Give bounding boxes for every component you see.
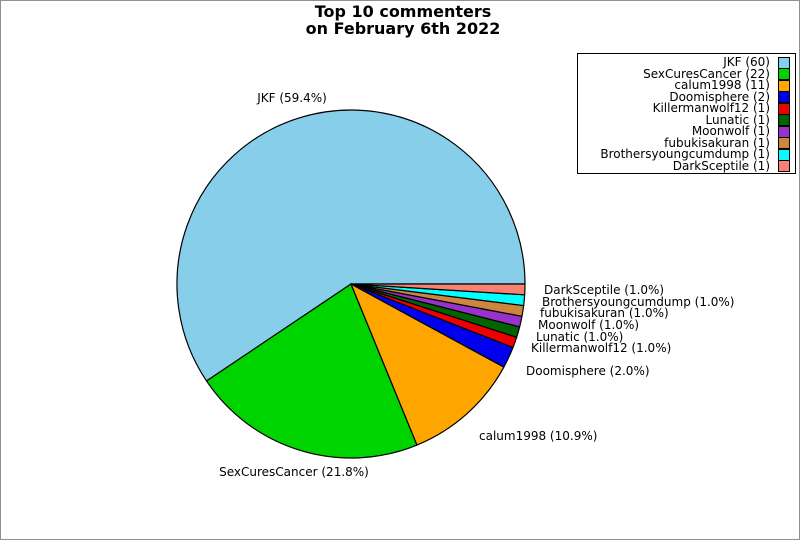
legend-label: Moonwolf (1) (691, 124, 770, 138)
legend-label: fubukisakuran (1) (664, 135, 770, 150)
legend-label: Doomisphere (2) (669, 89, 770, 104)
legend-label: JKF (60) (723, 55, 770, 69)
legend-label: DarkSceptile (1) (672, 158, 770, 173)
chart-title: Top 10 commenters on February 6th 2022 (3, 2, 799, 38)
legend-label: Lunatic (1) (705, 112, 771, 127)
legend-item-Brothersyoungcumdump: Brothersyoungcumdump (1) (582, 147, 790, 161)
legend-swatch (778, 79, 790, 92)
chart-title-line2: on February 6th 2022 (305, 19, 501, 38)
legend-swatch (778, 148, 790, 161)
pie-label-Moonwolf: Moonwolf (1.0%) (538, 318, 639, 332)
pie-label-Killermanwolf12: Killermanwolf12 (1.0%) (531, 341, 671, 355)
legend-swatch (778, 114, 790, 127)
legend-label: Killermanwolf12 (1) (652, 101, 770, 115)
legend-swatch (778, 91, 790, 104)
pie-slice-DarkSceptile (350, 283, 526, 296)
legend-item-DarkSceptile: DarkSceptile (1) (582, 158, 790, 173)
pie-slice-JKF (176, 109, 526, 382)
pie-slice-SexCuresCancer (205, 283, 418, 459)
legend-swatch (778, 102, 790, 115)
legend: JKF (60) SexCuresCancer (22) calum1998 (11… (577, 53, 796, 174)
legend-label: calum1998 (11) (674, 78, 770, 92)
legend-swatch (778, 125, 790, 138)
pie-label-calum1998: calum1998 (10.9%) (479, 429, 597, 443)
pie-label-Doomisphere: Doomisphere (2.0%) (526, 364, 650, 378)
pie-label-fubukisakuran: fubukisakuran (1.0%) (540, 306, 669, 320)
legend-item-SexCuresCancer: SexCuresCancer (22) (582, 66, 790, 81)
chart-title-line1: Top 10 commenters (314, 2, 492, 21)
legend-swatch (778, 56, 790, 69)
legend-label: SexCuresCancer (22) (643, 66, 770, 81)
legend-label: Brothersyoungcumdump (1) (600, 147, 770, 161)
pie-label-Lunatic: Lunatic (1.0%) (536, 330, 623, 344)
legend-swatch (778, 68, 790, 81)
pie-slice-calum1998 (350, 283, 505, 446)
pie-label-DarkSceptile: DarkSceptile (1.0%) (544, 283, 664, 297)
legend-swatch (778, 137, 790, 150)
pie-label-SexCuresCancer: SexCuresCancer (21.8%) (219, 465, 369, 479)
pie-label-JKF: JKF (59.4%) (256, 91, 327, 105)
legend-swatch (778, 160, 790, 173)
pie-label-Brothersyoungcumdump: Brothersyoungcumdump (1.0%) (542, 295, 734, 309)
